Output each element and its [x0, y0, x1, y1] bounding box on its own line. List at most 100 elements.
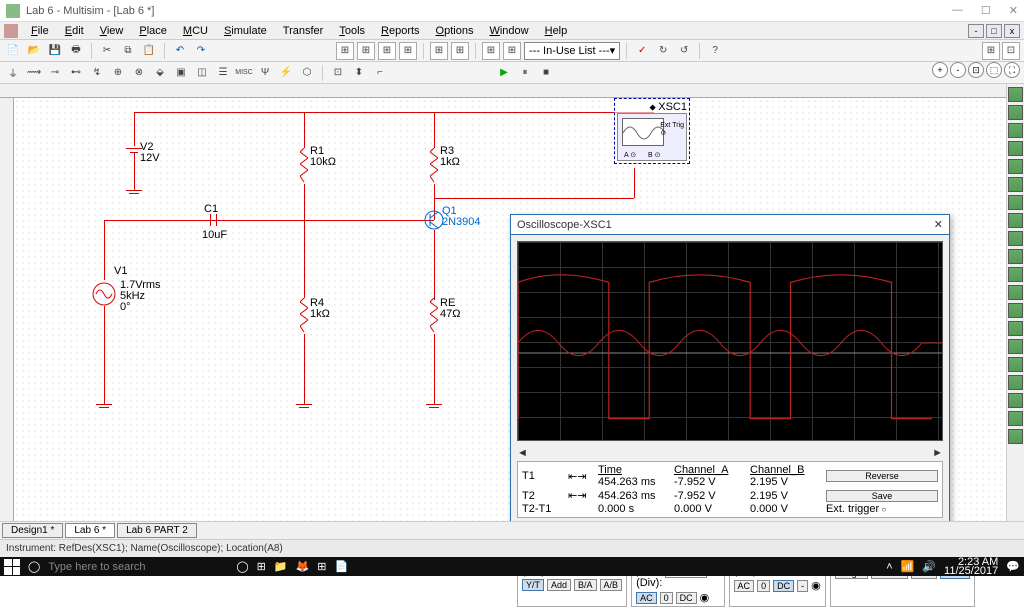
- comp-g[interactable]: ⊗: [130, 64, 148, 82]
- oscilloscope-window[interactable]: Oscilloscope-XSC1 ✕ ◄► T1⇤⇥ Time454.263 …: [510, 214, 950, 534]
- ab-button[interactable]: A/B: [600, 579, 623, 591]
- comp-k[interactable]: ☰: [214, 64, 232, 82]
- comp-q[interactable]: ⬍: [350, 64, 368, 82]
- instr-2[interactable]: [1008, 105, 1023, 120]
- paste-icon[interactable]: 📋: [140, 42, 158, 60]
- app4-icon[interactable]: 📄: [334, 560, 348, 573]
- menu-tools[interactable]: Tools: [332, 25, 372, 37]
- menu-help[interactable]: Help: [538, 25, 575, 37]
- run-icon[interactable]: ▶: [495, 64, 513, 82]
- tool-c[interactable]: ⊞: [378, 42, 396, 60]
- instr-20[interactable]: [1008, 429, 1023, 444]
- instr-16[interactable]: [1008, 357, 1023, 372]
- instr-17[interactable]: [1008, 375, 1023, 390]
- add-button[interactable]: Add: [547, 579, 571, 591]
- tool-i[interactable]: ✓: [633, 42, 651, 60]
- taskbar-search[interactable]: Type here to search: [48, 561, 228, 573]
- tool-d[interactable]: ⊞: [399, 42, 417, 60]
- cha-dc[interactable]: DC: [676, 592, 697, 604]
- copy-icon[interactable]: ⧉: [119, 42, 137, 60]
- comp-o[interactable]: ⬡: [298, 64, 316, 82]
- comp-h[interactable]: ⬙: [151, 64, 169, 82]
- tab-lab6[interactable]: Lab 6 *: [65, 523, 115, 538]
- comp-j[interactable]: ◫: [193, 64, 211, 82]
- instr-9[interactable]: [1008, 231, 1023, 246]
- cha-0[interactable]: 0: [660, 592, 673, 604]
- zoom-sel-icon[interactable]: ⬚: [986, 62, 1002, 78]
- tool-a[interactable]: ⊞: [336, 42, 354, 60]
- reverse-button[interactable]: Reverse: [826, 470, 938, 482]
- instr-4[interactable]: [1008, 141, 1023, 156]
- tray-up-icon[interactable]: ˄: [886, 561, 892, 573]
- instr-18[interactable]: [1008, 393, 1023, 408]
- app1-icon[interactable]: 📁: [274, 560, 288, 573]
- undo-icon[interactable]: ↶: [171, 42, 189, 60]
- menu-reports[interactable]: Reports: [374, 25, 427, 37]
- chb-neg[interactable]: -: [797, 580, 808, 592]
- instr-15[interactable]: [1008, 339, 1023, 354]
- instr-8[interactable]: [1008, 213, 1023, 228]
- comp-f[interactable]: ⊕: [109, 64, 127, 82]
- tool-h[interactable]: ⊞: [503, 42, 521, 60]
- menu-view[interactable]: View: [93, 25, 131, 37]
- tool-f[interactable]: ⊞: [451, 42, 469, 60]
- tool-r1[interactable]: ⊞: [982, 42, 1000, 60]
- app2-icon[interactable]: 🦊: [296, 560, 310, 573]
- menu-place[interactable]: Place: [132, 25, 174, 37]
- zoom-in-icon[interactable]: +: [932, 62, 948, 78]
- cut-icon[interactable]: ✂: [98, 42, 116, 60]
- help-icon[interactable]: ?: [706, 42, 724, 60]
- menu-mcu[interactable]: MCU: [176, 25, 215, 37]
- instr-10[interactable]: [1008, 249, 1023, 264]
- mdi-close[interactable]: x: [1004, 24, 1020, 38]
- instr-6[interactable]: [1008, 177, 1023, 192]
- tool-b[interactable]: ⊞: [357, 42, 375, 60]
- ba-button[interactable]: B/A: [574, 579, 597, 591]
- print-icon[interactable]: 🖶: [67, 42, 85, 60]
- instr-14[interactable]: [1008, 321, 1023, 336]
- stop-icon[interactable]: ■: [537, 64, 555, 82]
- menu-transfer[interactable]: Transfer: [276, 25, 331, 37]
- instr-5[interactable]: [1008, 159, 1023, 174]
- tool-g[interactable]: ⊞: [482, 42, 500, 60]
- open-icon[interactable]: 📂: [25, 42, 43, 60]
- instr-13[interactable]: [1008, 303, 1023, 318]
- save-button[interactable]: Save: [826, 490, 938, 502]
- tray-vol-icon[interactable]: 🔊: [922, 560, 936, 573]
- menu-simulate[interactable]: Simulate: [217, 25, 274, 37]
- comp-i[interactable]: ▣: [172, 64, 190, 82]
- redo-icon[interactable]: ↷: [192, 42, 210, 60]
- comp-m[interactable]: Ψ: [256, 64, 274, 82]
- instr-7[interactable]: [1008, 195, 1023, 210]
- save-icon[interactable]: 💾: [46, 42, 64, 60]
- comp-p[interactable]: ⊡: [329, 64, 347, 82]
- menu-edit[interactable]: Edit: [58, 25, 91, 37]
- app3-icon[interactable]: ⊞: [317, 560, 326, 573]
- cortana-icon[interactable]: ◯: [236, 560, 248, 573]
- min-button[interactable]: —: [952, 4, 963, 17]
- instr-11[interactable]: [1008, 267, 1023, 282]
- pause-icon[interactable]: ⏸: [516, 64, 534, 82]
- close-button[interactable]: ✕: [1009, 4, 1018, 17]
- notif-icon[interactable]: 💬: [1006, 560, 1020, 573]
- cha-ac[interactable]: AC: [636, 592, 657, 604]
- tool-e[interactable]: ⊞: [430, 42, 448, 60]
- comp-d[interactable]: ⊷: [67, 64, 85, 82]
- menu-options[interactable]: Options: [429, 25, 481, 37]
- new-icon[interactable]: 📄: [4, 42, 22, 60]
- tray-wifi-icon[interactable]: 📶: [901, 560, 915, 573]
- start-icon[interactable]: [4, 559, 20, 575]
- zoom-out-icon[interactable]: -: [950, 62, 966, 78]
- tool-j[interactable]: ↻: [654, 42, 672, 60]
- comp-a[interactable]: ⏚: [4, 64, 22, 82]
- tab-lab6p2[interactable]: Lab 6 PART 2: [117, 523, 197, 538]
- comp-e[interactable]: ↯: [88, 64, 106, 82]
- chb-ac[interactable]: AC: [734, 580, 755, 592]
- xsc1-instrument[interactable]: ⬥ XSC1 Ext Trig⊙ A ⊙ B ⊙: [614, 98, 690, 164]
- zoom-fit-icon[interactable]: ⊡: [968, 62, 984, 78]
- instr-12[interactable]: [1008, 285, 1023, 300]
- comp-n[interactable]: ⚡: [277, 64, 295, 82]
- inuse-combo[interactable]: --- In-Use List ---▾: [524, 42, 620, 60]
- menu-window[interactable]: Window: [482, 25, 535, 37]
- taskview-icon[interactable]: ⊞: [257, 560, 266, 573]
